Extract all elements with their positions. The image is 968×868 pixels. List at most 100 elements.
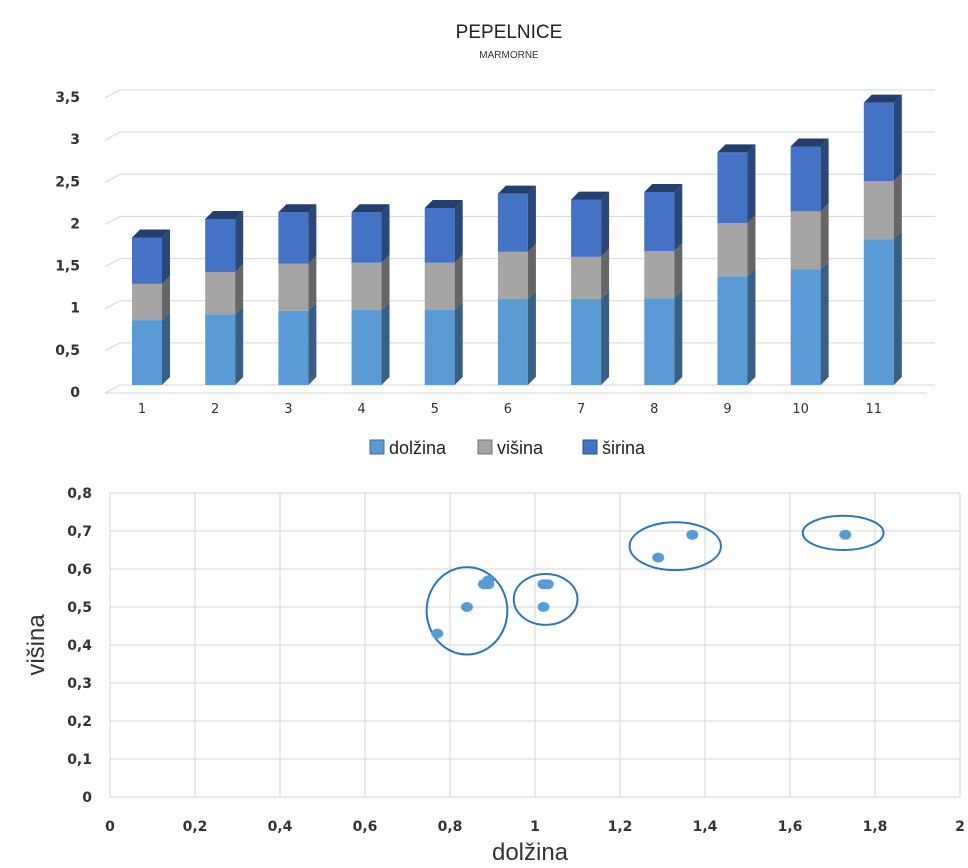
scatter-point [652,552,665,563]
bar-segment-side [893,94,902,182]
bar-y-tick-label: 0,5 [55,343,80,359]
bar-segment-2 [863,181,894,240]
cluster-circle [628,521,722,572]
bar-stack [717,144,756,385]
bar-segment-2 [351,262,382,310]
bar-grid-diagonal [104,342,121,352]
bar-y-tick-label: 0 [70,385,80,401]
bar-segment-side [381,301,390,385]
scatter-x-tick-label: 2 [955,819,965,835]
bar-segment-3 [278,212,309,264]
bar-segment-1 [790,269,821,385]
legend-swatch-1 [369,439,385,455]
bar-x-tick-label: 5 [431,402,439,417]
scatter-x-tick-label: 1 [530,819,540,835]
bar-y-tick-label: 1,5 [55,259,80,275]
scatter-cluster-annotations [425,514,885,656]
bar-x-tick-label: 8 [650,402,658,417]
bar-y-tick-label: 3 [70,132,80,148]
bar-segment-1 [205,314,236,385]
scatter-y-tick-label: 0,7 [67,524,92,540]
bar-stack [644,183,683,385]
bar-segment-side [601,291,610,385]
bar-top-face [132,229,170,238]
scatter-y-tick-label: 0,1 [67,752,92,768]
scatter-x-tick-label: 0 [105,819,115,835]
scatter-chart: 0 0,1 0,2 0,3 0,4 0,5 0,6 0,7 0,8 0 0,2 0,4 0,6 0,8 1… [23,486,965,866]
bar-segment-side [235,210,244,273]
scatter-point [839,529,852,540]
bar-x-tick-label: 10 [792,402,809,417]
bar-segment-2 [497,251,528,300]
bar-segment-1 [571,299,602,385]
scatter-point [482,575,495,586]
legend-swatch-3 [582,439,598,455]
bar-stack [863,94,902,385]
bar-segment-3 [717,152,748,224]
bar-segment-1 [717,276,748,385]
bar-segment-2 [132,283,162,321]
bar-segment-side [235,264,244,315]
bar-y-tick-label: 2 [70,216,80,232]
bar-top-face [351,204,390,213]
bar-segment-3 [132,237,162,284]
bar-segment-1 [424,309,455,385]
stacked-bar-chart: PEPELNICE MARMORNE 0 0,5 1 1,5 2 2,5 3 3,5 1 2 3 4… [55,22,935,458]
scatter-y-tick-label: 0,6 [67,562,92,578]
bar-stack [278,204,317,385]
bar-stack [205,210,244,385]
bar-segment-side [527,243,536,300]
bar-segment-1 [278,310,309,385]
bar-segment-2 [790,211,821,270]
bar-segment-side [601,248,610,300]
bar-y-tick-label: 1 [70,301,80,317]
bar-segment-1 [497,299,528,385]
bar-top-face [205,210,244,219]
bar-segment-2 [571,256,602,300]
bar-segment-1 [132,320,162,385]
bar-chart-subtitle: MARMORNE [479,50,539,61]
bar-segment-2 [278,263,309,311]
bar-segment-side [674,242,683,299]
bar-segment-1 [644,298,675,385]
bar-segment-side [893,173,902,240]
bar-stack [497,185,536,385]
bar-chart-legend: dolžina višina širina [369,438,646,458]
bar-segment-side [601,191,610,257]
scatter-x-tick-label: 0,4 [268,819,293,835]
bar-segment-3 [351,212,382,263]
bar-top-face [790,138,829,147]
bar-grid-diagonal [104,173,121,183]
bar-stack [132,229,170,385]
bar-segment-side [527,185,536,252]
bar-stack [351,204,390,385]
bar-x-tick-label: 7 [577,402,585,417]
scatter-y-axis-title: višina [23,614,50,676]
bar-top-face [717,144,756,153]
scatter-y-tick-label: 0,3 [67,676,92,692]
bar-segment-side [674,183,683,251]
bar-x-tick-label: 4 [357,402,365,417]
scatter-point [686,529,699,540]
bar-segment-3 [497,193,528,252]
bar-top-face [497,185,536,194]
bar-segment-3 [790,146,821,212]
bar-segment-side [235,306,244,385]
bar-grid-diagonal [104,258,121,268]
bar-stack [424,200,463,385]
bar-top-face [644,183,683,192]
bar-segment-side [527,291,536,385]
bar-x-tick-label: 9 [723,402,731,417]
bar-segment-3 [205,218,236,273]
scatter-x-tick-label: 1,6 [778,819,803,835]
scatter-point [461,602,473,612]
scatter-x-tick-label: 0,2 [183,819,208,835]
bar-x-tick-label: 2 [211,402,219,417]
scatter-y-tick-label: 0 [82,790,92,806]
bar-chart-x-tick-labels: 1 2 3 4 5 6 7 8 9 10 11 [138,402,882,417]
bar-segment-side [820,261,829,385]
scatter-point [431,628,444,639]
cluster-circle [801,514,885,552]
bar-segment-side [454,254,463,310]
